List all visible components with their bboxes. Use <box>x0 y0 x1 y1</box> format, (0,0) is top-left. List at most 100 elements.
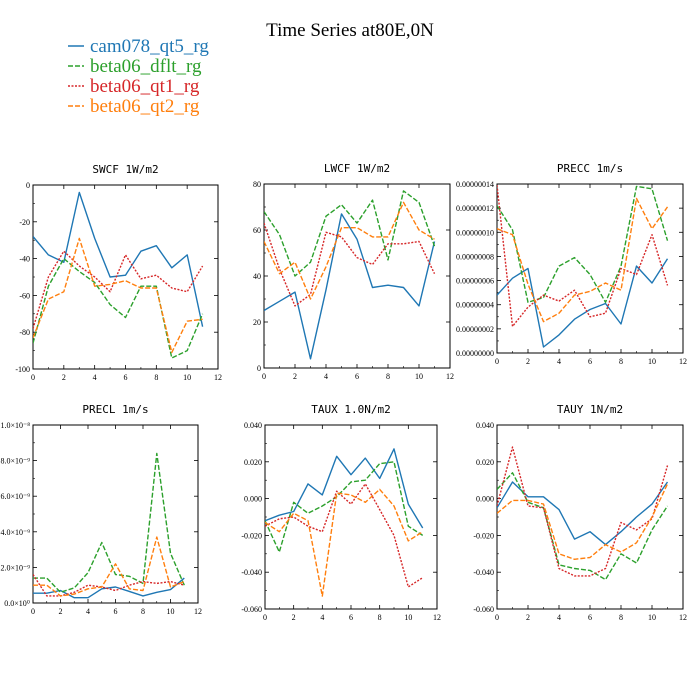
y-tick-label: 0.00000014 <box>456 180 494 189</box>
series-group <box>497 446 669 581</box>
series-line <box>497 185 669 303</box>
legend-label: cam078_qt5_rg <box>90 36 209 57</box>
x-tick-label: 10 <box>404 613 412 622</box>
x-tick-label: 6 <box>124 373 128 382</box>
y-tick-label: -0.020 <box>241 531 262 540</box>
x-tick-label: 4 <box>86 607 90 616</box>
y-tick-label: 4.0×10⁻⁹ <box>0 528 30 537</box>
y-tick-label: 6.0×10⁻⁹ <box>0 492 30 501</box>
x-tick-label: 6 <box>114 607 118 616</box>
series-line <box>265 448 424 529</box>
y-tick-label: 0.00000002 <box>456 325 494 334</box>
series-line <box>33 257 204 359</box>
series-line <box>33 237 203 354</box>
series-line <box>264 201 435 300</box>
x-tick-label: 8 <box>619 613 623 622</box>
x-tick-label: 12 <box>433 613 441 622</box>
plot-frame <box>32 184 219 370</box>
series-line <box>264 222 436 307</box>
chart-panel: TAUX 1.0N/m2 0 2 4 6 8 10 12 -0.060 -0.040 -0.020 0… <box>241 403 441 622</box>
y-tick-label: 2.0×10⁻⁹ <box>0 563 30 572</box>
x-tick-label: 12 <box>446 372 454 381</box>
series-line <box>33 452 185 593</box>
chart-title: PRECL 1m/s <box>82 403 148 416</box>
legend-label: beta06_dflt_rg <box>90 56 202 77</box>
x-tick-label: 6 <box>588 613 592 622</box>
y-tick-label: -0.020 <box>473 531 494 540</box>
x-tick-label: 2 <box>292 613 296 622</box>
series-group <box>497 185 669 348</box>
x-tick-label: 10 <box>648 357 656 366</box>
y-tick-label: 0 <box>257 364 261 373</box>
x-tick-label: 10 <box>415 372 423 381</box>
legend-entry: cam078_qt5_rg <box>68 36 209 57</box>
y-tick-label: 0.00000006 <box>456 277 494 286</box>
chart-panel: TAUY 1N/m2 0 2 4 6 8 10 12 -0.060 -0.040 -0.020 0.0… <box>473 403 687 622</box>
series-group <box>265 448 424 597</box>
y-tick-label: -0.040 <box>473 568 494 577</box>
chart-title: TAUX 1.0N/m2 <box>311 403 390 416</box>
y-tick-label: 0.040 <box>476 421 494 430</box>
chart-title: SWCF 1W/m2 <box>92 163 158 176</box>
y-tick-label: 0.020 <box>476 458 494 467</box>
legend: cam078_qt5_rgbeta06_dflt_rgbeta06_qt1_rg… <box>68 36 209 117</box>
x-tick-label: 12 <box>679 357 687 366</box>
x-tick-label: 12 <box>214 373 222 382</box>
figure-title: Time Series at80E,0N <box>266 20 434 41</box>
series-line <box>264 213 436 360</box>
legend-label: beta06_qt2_rg <box>90 96 200 117</box>
x-tick-label: 12 <box>679 613 687 622</box>
x-tick-label: 10 <box>167 607 175 616</box>
series-line <box>497 483 669 560</box>
x-tick-label: 2 <box>526 613 530 622</box>
y-tick-label: 0.00000004 <box>456 301 494 310</box>
series-line <box>33 577 185 599</box>
x-tick-label: 6 <box>355 372 359 381</box>
series-line <box>497 258 669 348</box>
y-tick-label: 0.040 <box>244 421 262 430</box>
x-tick-label: 12 <box>194 607 202 616</box>
x-tick-label: 2 <box>62 373 66 382</box>
plot-frame <box>496 183 684 354</box>
chart-panel: SWCF 1W/m2 0 2 4 6 8 10 12 -100 -80 -60 -40 -20 0 <box>15 163 222 382</box>
y-tick-label: -0.040 <box>241 568 262 577</box>
x-tick-label: 0 <box>495 613 499 622</box>
x-tick-label: 4 <box>324 372 328 381</box>
x-tick-label: 0 <box>31 607 35 616</box>
legend-label: beta06_qt1_rg <box>90 76 200 97</box>
y-tick-label: 0.0×10⁰ <box>4 599 30 608</box>
plot-frame <box>496 424 684 610</box>
y-tick-label: 80 <box>253 180 261 189</box>
y-tick-label: -0.060 <box>241 605 262 614</box>
panels: SWCF 1W/m20 2 4 6 8 10 12-100-80-60-40-200LWCF… <box>0 162 687 622</box>
y-tick-label: 0.020 <box>244 458 262 467</box>
chart-title: PRECC 1m/s <box>557 162 623 175</box>
x-tick-label: 2 <box>526 357 530 366</box>
chart-panel: PRECL 1m/s 0 2 4 6 8 10 12 0.0×10⁰ 2.0×10⁻⁹ 4.0×10… <box>0 403 202 616</box>
series-line <box>33 574 185 597</box>
y-tick-label: -20 <box>19 218 30 227</box>
series-line <box>497 446 669 577</box>
x-tick-label: 6 <box>349 613 353 622</box>
y-tick-label: 8.0×10⁻⁹ <box>0 457 30 466</box>
series-line <box>33 250 204 329</box>
series-line <box>265 488 424 597</box>
x-tick-label: 4 <box>93 373 97 382</box>
y-tick-label: -40 <box>19 255 30 264</box>
chart-panel: LWCF 1W/m2 0 2 4 6 8 10 12 0 20 40 60 80 <box>253 162 454 381</box>
x-tick-label: 0 <box>31 373 35 382</box>
y-tick-label: 0.000 <box>244 495 262 504</box>
x-tick-label: 4 <box>557 357 561 366</box>
x-tick-label: 10 <box>183 373 191 382</box>
x-tick-label: 8 <box>386 372 390 381</box>
y-tick-label: 1.0×10⁻⁸ <box>0 421 30 430</box>
y-tick-label: 40 <box>253 272 261 281</box>
series-line <box>33 536 185 597</box>
y-tick-label: -60 <box>19 291 30 300</box>
x-tick-label: 0 <box>263 613 267 622</box>
series-line <box>497 197 669 323</box>
chart-title: TAUY 1N/m2 <box>557 403 623 416</box>
series-line <box>265 483 424 588</box>
x-tick-label: 6 <box>588 357 592 366</box>
chart-title: LWCF 1W/m2 <box>324 162 390 175</box>
